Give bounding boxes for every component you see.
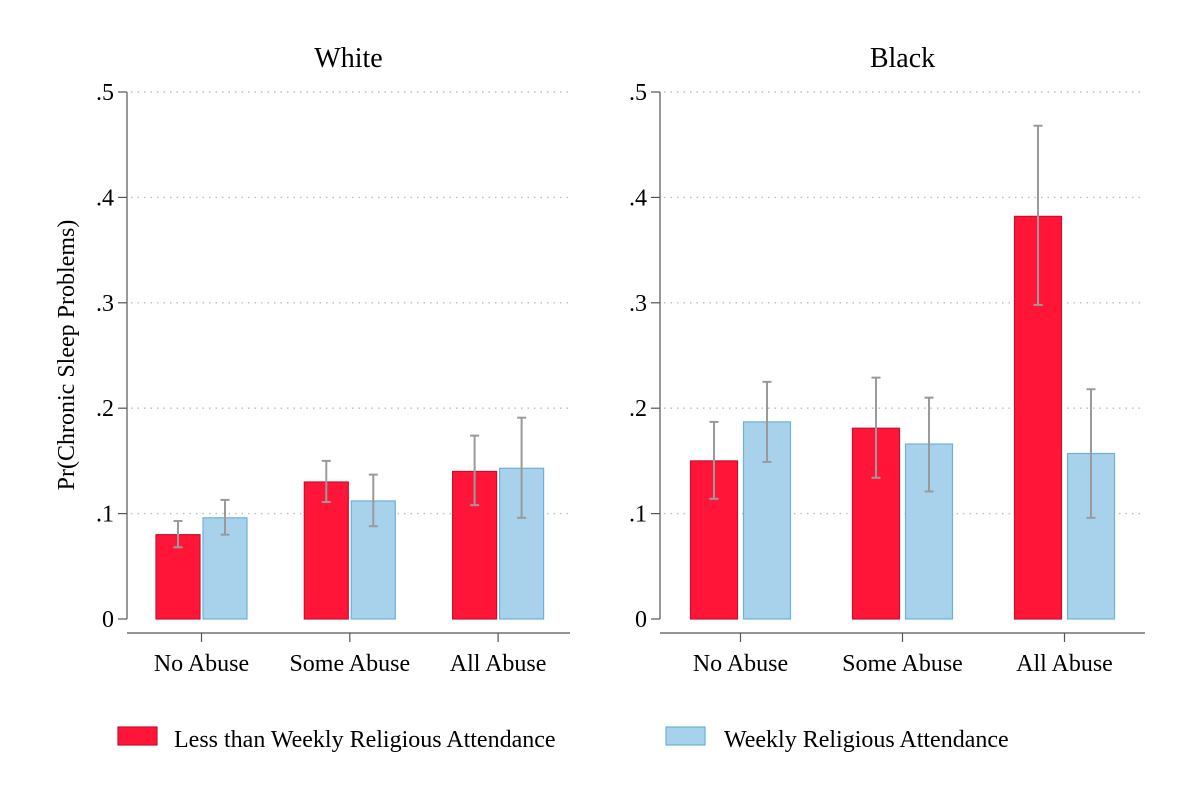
y-axis-label: Pr(Chronic Sleep Problems) <box>54 220 80 491</box>
error-bar-white-all-abuse-less-than-weekly <box>470 434 480 507</box>
error-bar-black-all-abuse-less-than-weekly <box>1033 124 1043 306</box>
legend: Less than Weekly Religious Attendance Wee… <box>117 726 1009 753</box>
bar-white-some-abuse-less-than-weekly <box>303 481 349 620</box>
legend-label-less-than-weekly: Less than Weekly Religious Attendance <box>174 727 556 753</box>
panel-white: White 0 .1 .2 .3 .4 .5 No Abuse Some Abuse All Ab… <box>96 43 570 677</box>
error-bar-white-no-abuse-weekly <box>220 498 230 536</box>
x-tick-label-black-all-abuse: All Abuse <box>1016 651 1113 677</box>
y-tick-label-black: .3 <box>629 291 647 317</box>
y-tick-label-white: 0 <box>102 607 114 633</box>
error-bar-black-no-abuse-weekly <box>762 380 772 463</box>
error-bar-white-all-abuse-weekly <box>517 416 527 519</box>
y-tick-label-black: .5 <box>629 80 647 106</box>
y-tick-label-white: .5 <box>96 80 114 106</box>
y-tick-label-white: .4 <box>96 185 114 211</box>
error-bar-white-some-abuse-weekly <box>368 473 378 528</box>
error-bar-white-some-abuse-less-than-weekly <box>321 459 331 504</box>
legend-label-weekly: Weekly Religious Attendance <box>724 727 1009 753</box>
y-tick-label-black: 0 <box>635 607 647 633</box>
error-bar-black-some-abuse-less-than-weekly <box>871 376 881 479</box>
error-bar-black-some-abuse-weekly <box>924 396 934 493</box>
x-tick-label-white-some-abuse: Some Abuse <box>289 651 410 677</box>
x-tick-label-black-some-abuse: Some Abuse <box>842 651 963 677</box>
panel-title-white: White <box>314 43 382 74</box>
panel-title-black: Black <box>870 43 935 74</box>
x-tick-label-white-no-abuse: No Abuse <box>154 651 249 677</box>
legend-swatch-less-than-weekly <box>117 726 158 746</box>
legend-swatch-weekly <box>665 726 706 746</box>
error-bar-black-no-abuse-less-than-weekly <box>709 420 719 500</box>
error-bar-white-no-abuse-less-than-weekly <box>173 519 183 549</box>
bar-white-no-abuse-less-than-weekly <box>155 534 201 620</box>
y-tick-label-black: .2 <box>629 396 647 422</box>
error-bar-black-all-abuse-weekly <box>1086 388 1096 519</box>
y-tick-label-white: .3 <box>96 291 114 317</box>
y-tick-label-white: .1 <box>96 502 114 528</box>
chart-panels: White 0 .1 .2 .3 .4 .5 No Abuse Some Abuse All Ab… <box>96 43 1145 677</box>
y-tick-label-white: .2 <box>96 396 114 422</box>
panel-black: Black 0 .1 .2 .3 .4 .5 No Abuse Some Abuse All Ab… <box>629 43 1145 677</box>
y-tick-label-black: .4 <box>629 185 647 211</box>
y-tick-label-black: .1 <box>629 502 647 528</box>
x-tick-label-white-all-abuse: All Abuse <box>450 651 547 677</box>
x-tick-label-black-no-abuse: No Abuse <box>693 651 788 677</box>
